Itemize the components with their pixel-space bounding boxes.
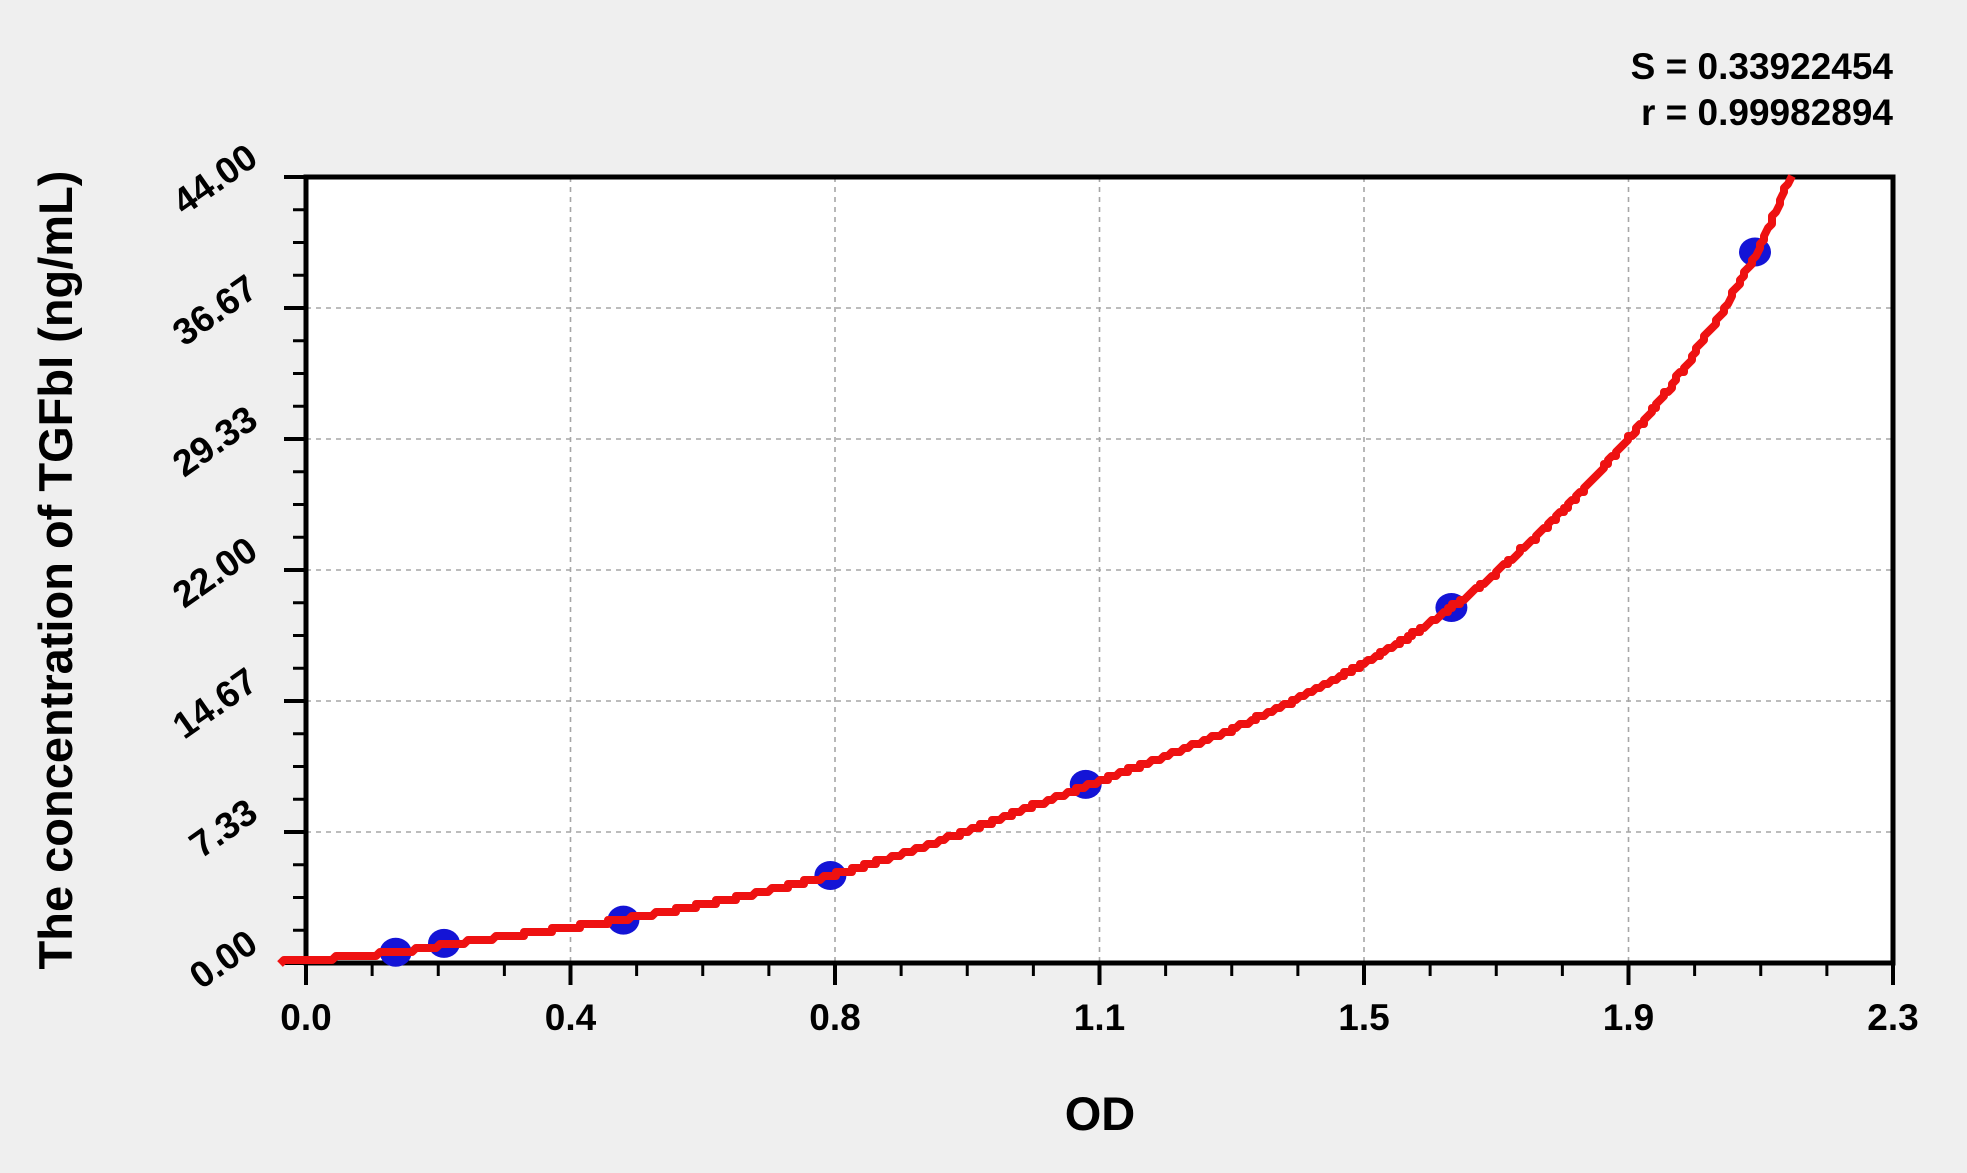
stat-r-value: r = 0.99982894 [1641,92,1893,133]
x-tick-label: 2.3 [1867,997,1918,1038]
y-tick-label: 0.00 [182,922,265,997]
x-tick-label: 0.0 [280,997,331,1038]
y-tick-label: 14.67 [165,660,264,747]
gridlines [306,177,1893,963]
y-tick-labels: 0.00 7.33 14.67 22.00 29.33 36.67 44.00 [165,136,264,997]
x-tick-label: 1.5 [1338,997,1389,1038]
y-tick-label: 7.33 [182,791,265,866]
x-tick-label: 0.4 [545,997,597,1038]
plot-frame [303,174,1896,966]
y-tick-label: 44.00 [165,136,264,223]
y-tick-label: 36.67 [165,267,264,354]
x-axis-title: OD [1065,1087,1136,1140]
y-axis-title: The concentration of TGFbI (ng/mL) [29,171,82,970]
x-tick-label: 1.1 [1074,997,1125,1038]
x-tick-labels: 0.0 0.4 0.8 1.1 1.5 1.9 2.3 [280,997,1918,1038]
axis-ticks [284,175,1895,985]
x-tick-label: 0.8 [809,997,860,1038]
x-tick-label: 1.9 [1603,997,1654,1038]
fit-curve-layer [277,174,1796,967]
y-tick-label: 22.00 [165,529,264,616]
stat-s-value: S = 0.33922454 [1631,46,1894,87]
y-tick-label: 29.33 [165,398,264,485]
data-series [277,174,1796,967]
fit-curve [277,174,1796,967]
